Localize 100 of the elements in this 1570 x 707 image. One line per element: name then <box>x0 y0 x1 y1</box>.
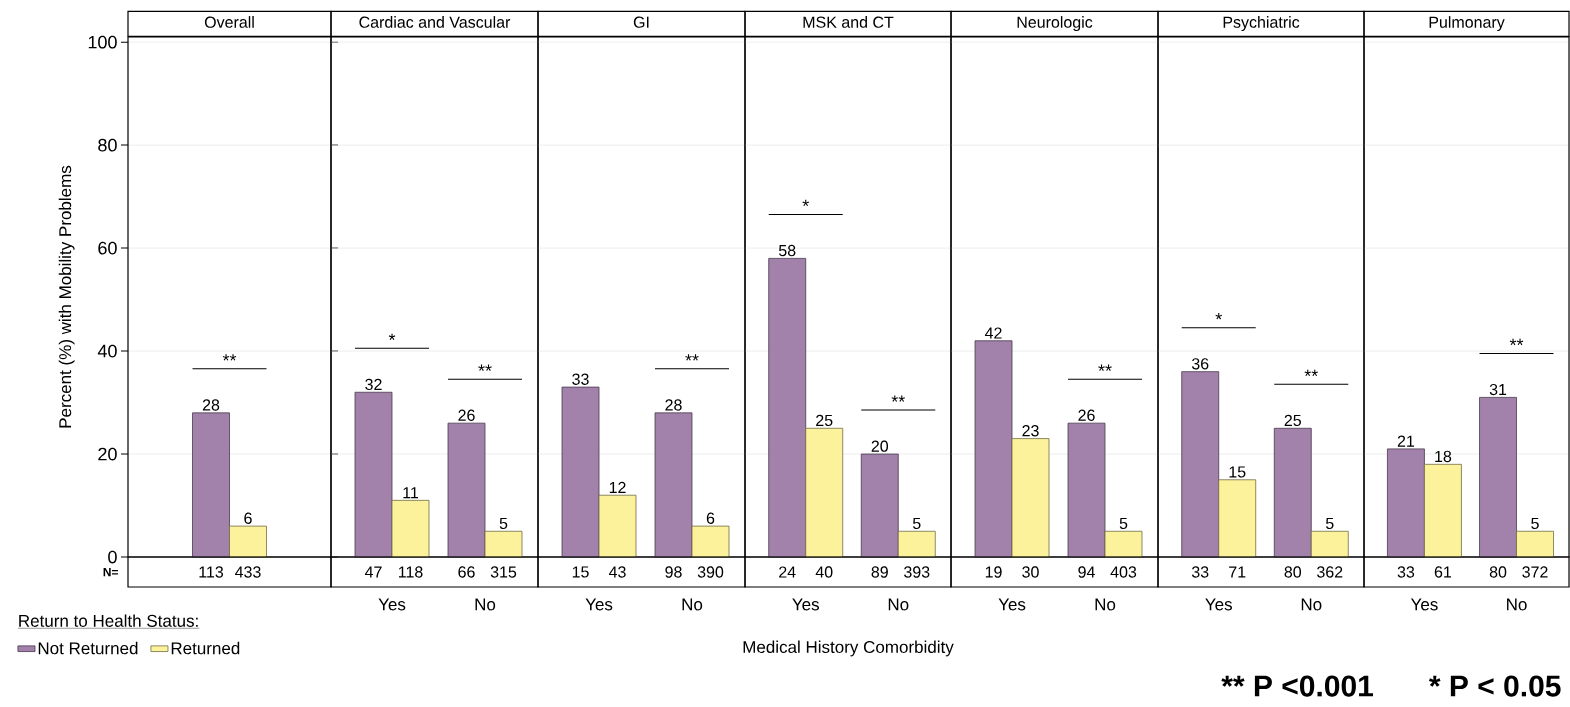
text: 47 <box>364 566 382 578</box>
y-tick-label: 40 <box>97 344 117 358</box>
bar <box>354 391 393 558</box>
text: 80 <box>1489 566 1507 578</box>
text: 393 <box>904 566 930 578</box>
data-label: 21 <box>1397 435 1415 447</box>
x-axis-title: Medical History Comorbidity <box>743 640 954 657</box>
x-tick-label: Yes <box>378 598 406 611</box>
chart-title: Psychiatric <box>1223 16 1300 32</box>
chart-title: MSK and CT <box>803 16 894 28</box>
text: 94 <box>1078 566 1095 578</box>
bar <box>484 530 523 558</box>
text: ** P <0.001 <box>1221 675 1374 697</box>
data-label: 18 <box>1435 450 1452 463</box>
data-label: 12 <box>609 481 626 494</box>
bar <box>447 422 486 558</box>
chart-title: Overall <box>204 16 254 28</box>
bar <box>598 494 637 558</box>
data-label: 28 <box>665 399 682 411</box>
y-tick-label: 60 <box>98 241 117 255</box>
bar <box>805 427 844 558</box>
bar <box>1273 427 1312 558</box>
bar <box>391 499 430 558</box>
annotation: * <box>388 333 396 340</box>
bar <box>1104 530 1143 558</box>
bar <box>1011 438 1050 558</box>
text: 403 <box>1110 566 1137 578</box>
text: * P < 0.05 <box>1428 675 1561 697</box>
bar <box>691 525 730 558</box>
x-tick-label: No <box>1095 598 1116 611</box>
bar <box>1424 463 1462 558</box>
x-tick-label: Yes <box>1410 598 1438 611</box>
data-label: 42 <box>984 327 1002 339</box>
data-label: 23 <box>1022 425 1039 437</box>
bar <box>1181 371 1220 558</box>
data-label: 6 <box>706 512 715 524</box>
x-tick-label: No <box>1507 598 1527 611</box>
bar <box>1310 530 1349 558</box>
legend-label: Not Returned <box>38 641 138 655</box>
data-label: 25 <box>1284 414 1301 427</box>
x-tick-label: No <box>682 598 703 611</box>
text: 24 <box>779 566 796 578</box>
legend-label: Returned <box>171 641 240 655</box>
chart-title: Pulmonary <box>1429 16 1505 32</box>
bar <box>897 530 936 558</box>
chart-title: Neurologic <box>1017 16 1093 32</box>
bar <box>1067 422 1106 558</box>
text: 19 <box>985 566 1002 578</box>
data-label: 11 <box>403 487 419 499</box>
text: 315 <box>490 566 517 578</box>
annotation: * <box>802 199 809 207</box>
text: 66 <box>458 566 475 578</box>
bar <box>561 386 600 558</box>
text: 98 <box>665 566 682 578</box>
data-label: 25 <box>816 414 833 427</box>
x-tick-label: Yes <box>1205 598 1232 611</box>
y-tick-label: 100 <box>88 35 117 49</box>
x-tick-label: No <box>888 598 909 611</box>
text: 372 <box>1522 566 1548 578</box>
annotation: ** <box>891 395 905 402</box>
data-label: 31 <box>1489 383 1507 396</box>
bar <box>1387 448 1425 558</box>
bar <box>860 453 899 558</box>
text: 118 <box>398 566 423 578</box>
text: 30 <box>1022 566 1039 578</box>
data-label: 26 <box>1078 409 1095 421</box>
x-tick-label: No <box>475 598 496 611</box>
y-tick-label: 20 <box>98 447 117 461</box>
data-label: 33 <box>572 373 589 385</box>
text: 33 <box>1191 566 1209 578</box>
data-label: 5 <box>912 517 921 530</box>
x-tick-label: Yes <box>585 598 613 611</box>
y-tick-label: 0 <box>108 550 117 564</box>
annotation: ** <box>685 354 699 361</box>
data-label: 58 <box>778 244 796 257</box>
text: 89 <box>871 566 888 578</box>
y-axis-title: Percent (%) with Mobility Problems <box>58 165 75 428</box>
text: 40 <box>815 566 833 578</box>
annotation: ** <box>222 354 237 361</box>
text: 71 <box>1229 566 1246 578</box>
data-label: 6 <box>244 512 252 524</box>
data-label: 26 <box>458 409 475 421</box>
bar <box>974 340 1013 558</box>
x-tick-label: Yes <box>998 598 1026 611</box>
x-tick-label: No <box>1301 598 1322 611</box>
bar <box>768 257 807 558</box>
chart-title: GI <box>633 16 649 28</box>
text: 43 <box>608 566 626 578</box>
data-label: 36 <box>1191 358 1209 370</box>
text: 80 <box>1284 566 1302 578</box>
annotation: ** <box>1304 369 1318 377</box>
bar <box>1479 397 1517 558</box>
text: N= <box>103 567 118 577</box>
annotation: ** <box>1098 364 1112 371</box>
data-label: 5 <box>1119 517 1128 530</box>
data-label: 20 <box>871 440 889 452</box>
text: 113 <box>199 566 224 578</box>
text: 15 <box>572 566 589 578</box>
text: 33 <box>1397 566 1415 578</box>
chart-title: Cardiac and Vascular <box>359 16 511 28</box>
